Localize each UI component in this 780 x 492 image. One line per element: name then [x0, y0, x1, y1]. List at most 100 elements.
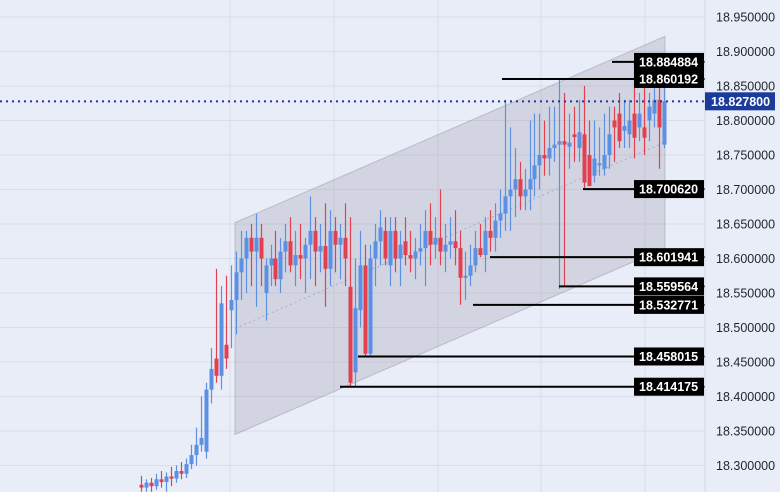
- candle-body: [254, 237, 259, 252]
- candle-down: [179, 462, 184, 480]
- candle-body: [204, 389, 209, 452]
- price-level-label-box: [634, 377, 704, 396]
- candle-body: [313, 230, 318, 252]
- price-level-label: 18.860192: [639, 72, 698, 86]
- candle-body: [463, 275, 468, 278]
- candle-body: [363, 265, 368, 354]
- price-axis[interactable]: 18.950000 18.900000 18.850000 18.800000 18.7…: [716, 11, 775, 474]
- candle-body: [338, 237, 343, 245]
- candle-body: [194, 444, 199, 456]
- current-price-label-box: [705, 92, 775, 111]
- candle-down: [582, 86, 587, 189]
- candle-up: [328, 210, 333, 287]
- price-tick-label: 18.850000: [716, 80, 775, 94]
- candle-up: [358, 230, 363, 328]
- candle-body: [657, 99, 662, 128]
- candle-down: [313, 217, 318, 287]
- price-tick-label: 18.900000: [716, 45, 775, 59]
- candle-body: [652, 99, 657, 114]
- candle-up: [622, 99, 627, 149]
- candle-body: [592, 158, 597, 176]
- candle-body: [318, 246, 323, 252]
- candle-up: [204, 382, 209, 459]
- candle-down: [348, 217, 353, 387]
- candle-down: [159, 471, 164, 488]
- candle-up: [577, 99, 582, 162]
- candle-down: [572, 106, 577, 162]
- candle-body: [199, 437, 204, 445]
- price-level-label: 18.532771: [639, 298, 698, 312]
- price-level-label: 18.601941: [639, 251, 698, 265]
- candle-body: [433, 237, 438, 245]
- candle-up: [239, 230, 244, 300]
- candle-up: [508, 127, 513, 231]
- candle-body: [557, 141, 562, 145]
- price-tick-label: 18.500000: [716, 321, 775, 335]
- candle-down: [453, 210, 458, 266]
- candle-body: [328, 230, 333, 269]
- candle-up: [552, 106, 557, 162]
- candle-body: [508, 189, 513, 197]
- candle-body: [637, 113, 642, 128]
- candle-up: [219, 286, 224, 390]
- candle-up: [547, 106, 552, 176]
- candle-up: [567, 113, 572, 169]
- candle-down: [333, 217, 338, 273]
- candle-up: [523, 168, 528, 211]
- candle-body: [523, 189, 528, 197]
- candle-up: [493, 203, 498, 252]
- candle-up: [607, 106, 612, 169]
- price-level-label-box: [634, 248, 704, 267]
- candle-down: [403, 217, 408, 266]
- candle-up: [433, 217, 438, 259]
- candle-body: [358, 265, 363, 311]
- candle-body: [532, 165, 537, 180]
- candle-body: [333, 230, 338, 245]
- candle-up: [194, 427, 199, 466]
- price-tick-label: 18.800000: [716, 114, 775, 128]
- candle-body: [438, 237, 443, 252]
- candle-up: [532, 113, 537, 197]
- candle-down: [408, 230, 413, 273]
- candle-body: [214, 358, 219, 376]
- candle-body: [229, 299, 234, 311]
- price-level-label: 18.414175: [639, 380, 698, 394]
- candle-up: [264, 258, 269, 321]
- candle-up: [229, 265, 234, 349]
- price-level-label-box: [634, 277, 704, 296]
- candle-up: [557, 79, 562, 289]
- candle-body: [617, 113, 622, 142]
- candle-up: [303, 237, 308, 293]
- candle-down: [323, 203, 328, 307]
- candle-body: [587, 155, 592, 187]
- candle-down: [259, 224, 264, 287]
- candle-down: [343, 203, 348, 287]
- candle-body: [513, 179, 518, 190]
- candle-up: [278, 237, 283, 293]
- price-level-label-box: [634, 347, 704, 366]
- candle-up: [388, 217, 393, 287]
- candle-body: [458, 248, 463, 278]
- candle-up: [234, 251, 239, 335]
- candle-body: [368, 258, 373, 354]
- candle-up: [503, 99, 508, 231]
- candle-body: [293, 255, 298, 266]
- candle-body: [249, 237, 254, 252]
- candle-body: [269, 258, 274, 266]
- candle-up: [378, 210, 383, 266]
- candle-up: [308, 196, 313, 280]
- candle-down: [169, 466, 174, 487]
- candle-down: [542, 120, 547, 176]
- candle-body: [209, 368, 214, 390]
- candle-body: [547, 148, 552, 159]
- candle-down: [428, 203, 433, 266]
- price-level-label-box: [634, 52, 704, 71]
- candle-up: [448, 217, 453, 259]
- candle-up: [373, 224, 378, 287]
- candle-up: [413, 237, 418, 280]
- price-level-label: 18.700620: [639, 183, 698, 197]
- candle-body: [403, 241, 408, 256]
- candle-body: [562, 141, 567, 145]
- candle-up: [513, 148, 518, 218]
